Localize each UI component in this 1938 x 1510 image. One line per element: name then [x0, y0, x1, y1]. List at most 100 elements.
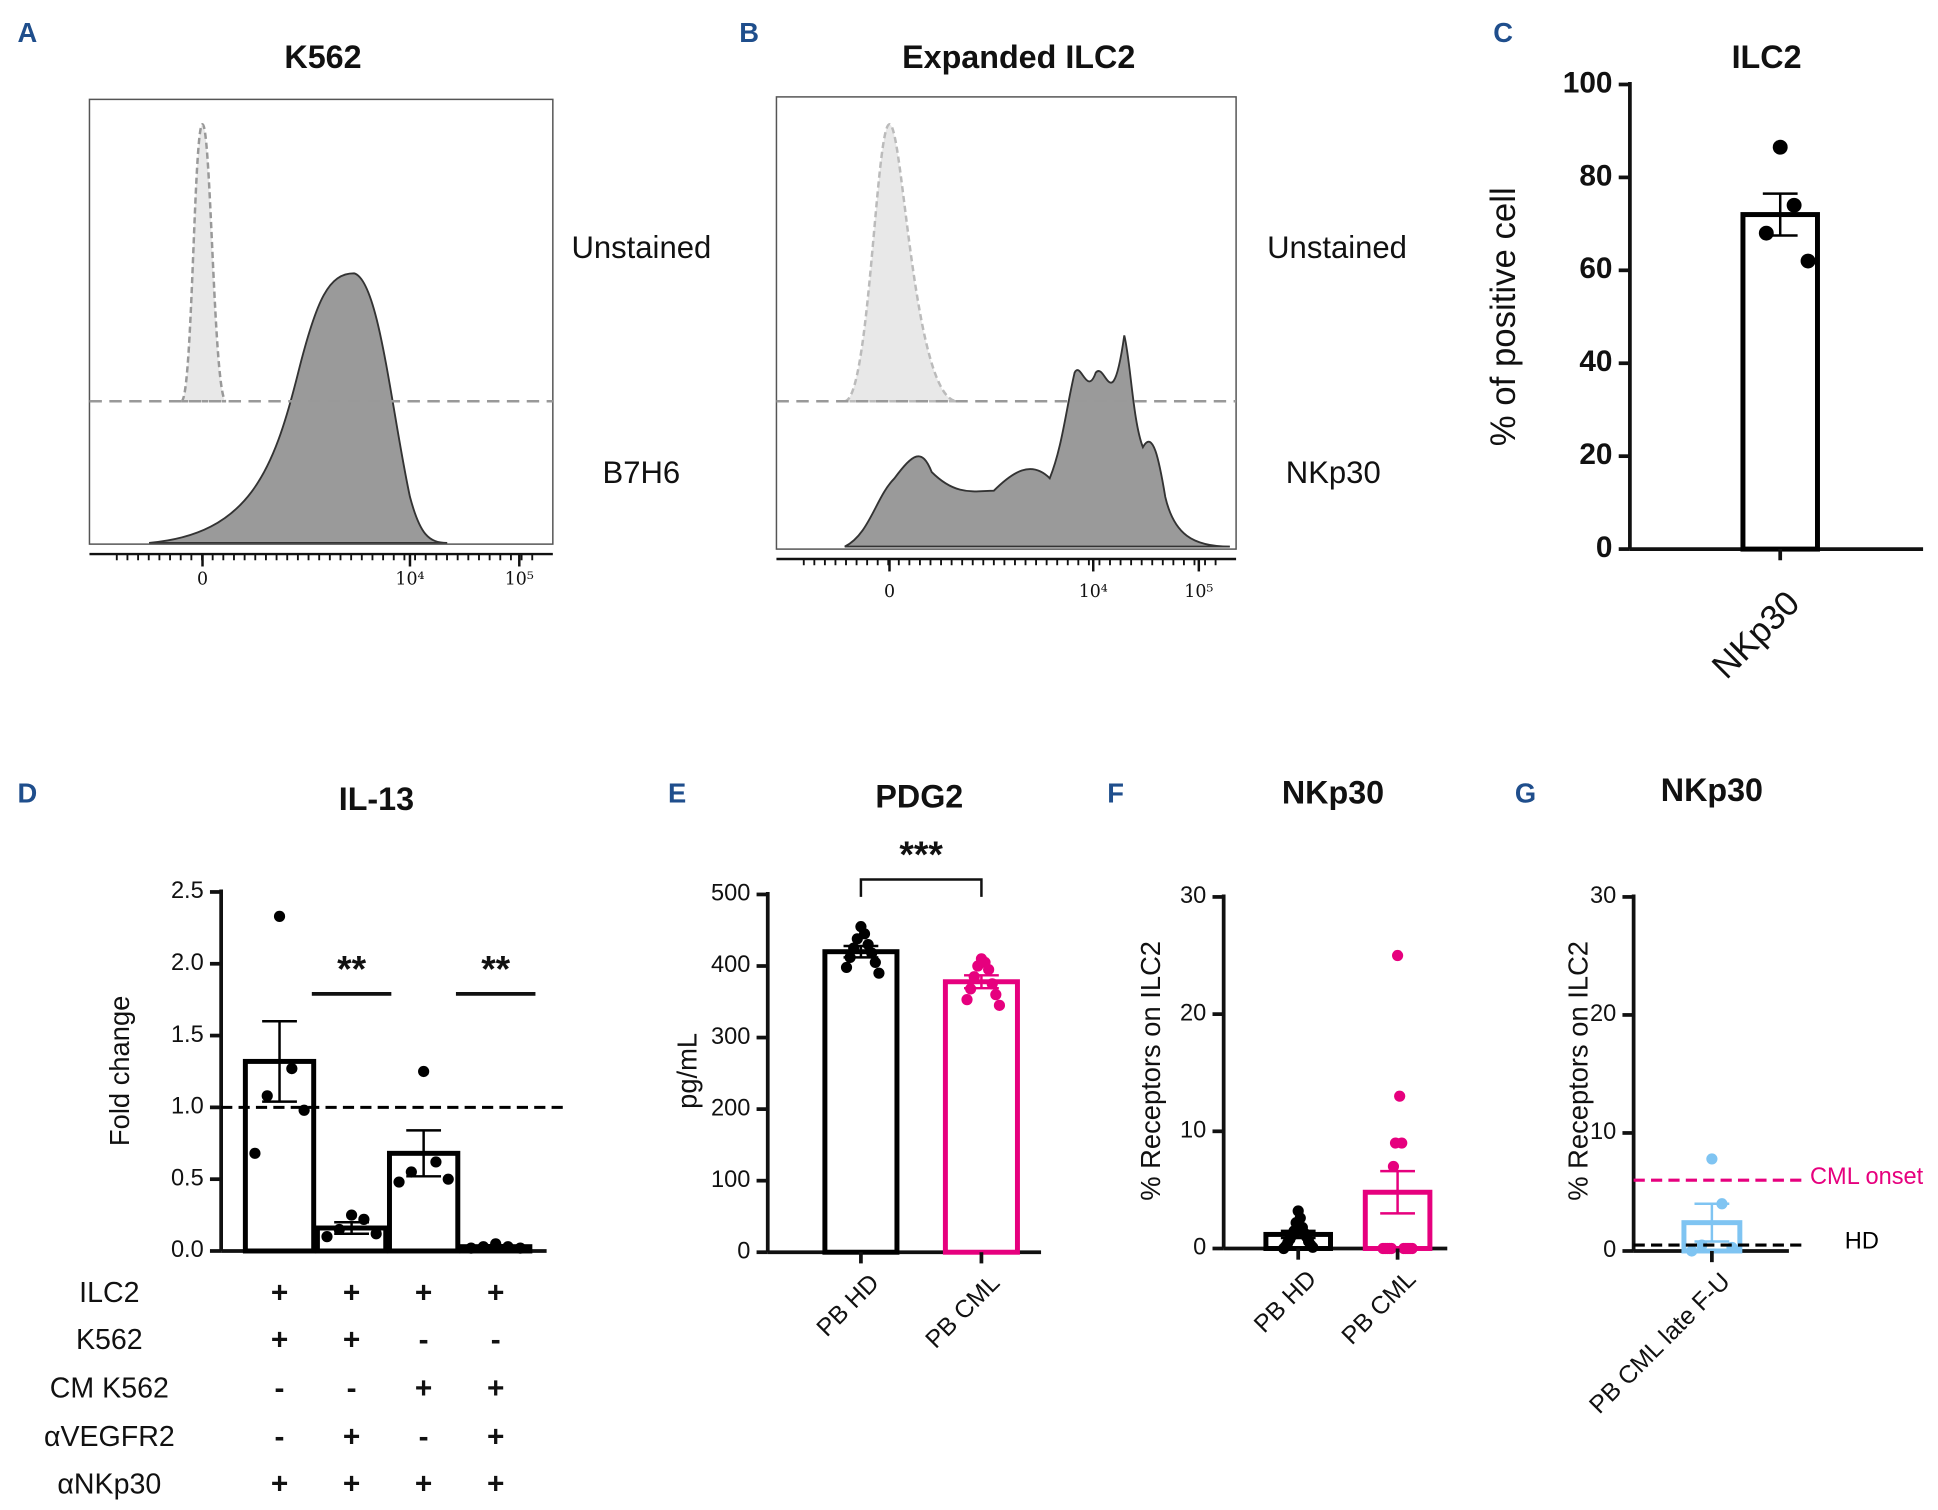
plot-frame	[88, 98, 554, 545]
y-tick-label: 10	[1180, 1118, 1206, 1144]
data-point	[972, 960, 984, 972]
data-point	[1716, 1198, 1728, 1210]
condition-sign: +	[415, 1372, 432, 1405]
y-tick-label: 30	[1180, 883, 1206, 909]
data-point	[986, 978, 998, 990]
data-point	[465, 1242, 477, 1254]
data-point	[333, 1223, 345, 1236]
chart-title: ILC2	[1732, 39, 1802, 75]
data-point	[1696, 1239, 1708, 1251]
data-point	[1800, 253, 1816, 269]
data-point	[844, 951, 856, 964]
condition-label: ILC2	[79, 1277, 139, 1309]
y-tick-label: 2.0	[171, 950, 204, 976]
condition-label: CM K562	[50, 1373, 169, 1405]
condition-sign: +	[487, 1372, 504, 1405]
data-point	[273, 910, 286, 922]
data-point	[965, 983, 977, 995]
data-point	[358, 1213, 370, 1225]
condition-label: αVEGFR2	[44, 1421, 175, 1453]
x-tick-label: 10⁵	[505, 570, 534, 590]
y-axis-label: Fold change	[104, 996, 135, 1146]
data-point	[442, 1173, 454, 1185]
data-point	[1396, 1137, 1408, 1149]
chart-title: PDG2	[875, 778, 963, 814]
y-tick-label: 2.5	[171, 878, 204, 904]
bar	[942, 979, 1020, 1255]
data-point	[477, 1241, 489, 1253]
data-point	[286, 1063, 298, 1075]
condition-sign: +	[487, 1420, 504, 1453]
y-axis-label: % Receptors on ILC2	[1562, 941, 1593, 1201]
data-point	[1377, 1242, 1389, 1255]
chart-title: NKp30	[1661, 772, 1763, 808]
series-label: B7H6	[603, 455, 681, 490]
histogram-stained	[149, 272, 448, 544]
x-tick-label: NKp30	[1705, 584, 1807, 686]
condition-sign: +	[271, 1468, 288, 1501]
panel-letter: B	[739, 17, 759, 48]
data-point	[514, 1242, 526, 1254]
y-tick-label: 0	[1596, 531, 1613, 564]
condition-sign: -	[347, 1372, 357, 1405]
y-tick-label: 200	[711, 1095, 750, 1121]
series-label: Unstained	[1267, 230, 1407, 265]
chart-title: NKp30	[1282, 775, 1384, 811]
data-point	[1758, 225, 1774, 241]
data-point	[990, 989, 1002, 1001]
data-point	[1387, 1160, 1400, 1173]
series-label: NKp30	[1286, 455, 1381, 490]
reference-label: CML onset	[1810, 1164, 1924, 1190]
data-point	[490, 1238, 502, 1250]
data-point	[848, 942, 860, 954]
panel-letter: C	[1493, 17, 1513, 48]
data-point	[869, 956, 881, 969]
condition-label: αNKp30	[57, 1468, 161, 1500]
data-point	[370, 1228, 382, 1240]
y-tick-label: 100	[1563, 66, 1613, 99]
data-point	[1706, 1153, 1718, 1165]
x-tick-label: PB CML	[1337, 1266, 1421, 1350]
x-tick-label: PB HD	[1249, 1266, 1322, 1339]
y-tick-label: 0.0	[171, 1237, 204, 1263]
y-tick-label: 0	[1193, 1235, 1206, 1261]
data-point	[1772, 139, 1788, 155]
x-tick-label: 10⁴	[1079, 582, 1108, 602]
y-tick-label: 30	[1590, 883, 1616, 909]
data-point	[261, 1090, 273, 1102]
panel-letter: E	[668, 777, 686, 808]
data-point	[430, 1156, 442, 1168]
panel-letter: D	[17, 777, 37, 808]
data-point	[1394, 1090, 1406, 1102]
y-tick-label: 20	[1579, 438, 1612, 471]
x-tick-label: 10⁵	[1184, 582, 1213, 602]
data-point	[502, 1241, 514, 1253]
error-bar	[1380, 1169, 1415, 1215]
condition-sign: -	[275, 1372, 285, 1405]
x-tick-label: PB HD	[812, 1269, 885, 1342]
y-tick-label: 1.5	[171, 1022, 204, 1048]
series-label: Unstained	[571, 230, 711, 265]
condition-sign: -	[275, 1420, 285, 1453]
y-tick-label: 20	[1590, 1001, 1616, 1027]
y-tick-label: 400	[711, 952, 750, 978]
y-tick-label: 20	[1180, 1000, 1206, 1026]
x-tick-label: PB CML	[921, 1269, 1005, 1353]
data-point	[862, 938, 874, 951]
chart-title: K562	[284, 39, 361, 75]
reference-label: HD	[1845, 1229, 1879, 1255]
condition-sign: +	[343, 1468, 360, 1501]
y-tick-label: 60	[1579, 252, 1612, 285]
y-tick-label: 1.0	[171, 1094, 204, 1120]
data-point	[840, 961, 853, 974]
condition-sign: +	[415, 1276, 432, 1309]
condition-sign: +	[487, 1276, 504, 1309]
x-tick-label: PB CML late F-U	[1585, 1268, 1736, 1419]
significance-label: **	[481, 947, 510, 989]
histogram-stained	[844, 335, 1230, 548]
error-bar	[262, 1019, 297, 1103]
data-point	[1307, 1241, 1319, 1253]
y-tick-label: 300	[711, 1024, 750, 1050]
data-point	[1391, 949, 1404, 962]
